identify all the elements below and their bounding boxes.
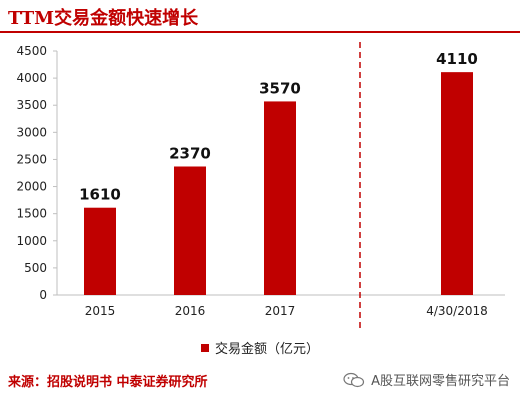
y-tick-label-1: 500 <box>24 261 47 275</box>
title-underline <box>0 31 520 33</box>
bar-4/30/2018 <box>441 72 473 295</box>
x-tick-label-4/30/2018: 4/30/2018 <box>426 304 488 318</box>
legend-swatch <box>200 343 209 352</box>
legend-label: 交易金额（亿元） <box>214 342 319 357</box>
legend: 交易金额（亿元） <box>0 338 520 357</box>
y-tick-label-8: 4000 <box>16 71 47 85</box>
chart-title: TTM交易金额快速增长 <box>8 8 199 29</box>
y-tick-label-7: 3500 <box>16 98 47 112</box>
y-tick-label-6: 3000 <box>16 125 47 139</box>
x-tick-label-2017: 2017 <box>265 304 296 318</box>
bar-2017 <box>264 101 296 295</box>
wechat-icon <box>343 372 365 387</box>
watermark: A股互联网零售研究平台 <box>343 370 510 389</box>
y-tick-label-3: 1500 <box>16 207 47 221</box>
bar-2015 <box>84 207 116 295</box>
bar-2016 <box>174 166 206 295</box>
watermark-text: A股互联网零售研究平台 <box>371 374 510 389</box>
x-tick-label-2016: 2016 <box>175 304 206 318</box>
y-tick-label-4: 2000 <box>16 180 47 194</box>
data-label-2015: 1610 <box>79 186 121 204</box>
y-tick-label-5: 2500 <box>16 152 47 166</box>
y-tick-label-2: 1000 <box>16 234 47 248</box>
data-label-2017: 3570 <box>259 79 301 97</box>
data-label-4/30/2018: 4110 <box>436 50 478 68</box>
y-tick-label-9: 4500 <box>16 44 47 58</box>
y-tick-label-0: 0 <box>39 288 47 302</box>
data-label-2016: 2370 <box>169 144 211 162</box>
x-tick-label-2015: 2015 <box>85 304 116 318</box>
source-note: 来源：招股说明书 中泰证券研究所 <box>8 375 208 390</box>
